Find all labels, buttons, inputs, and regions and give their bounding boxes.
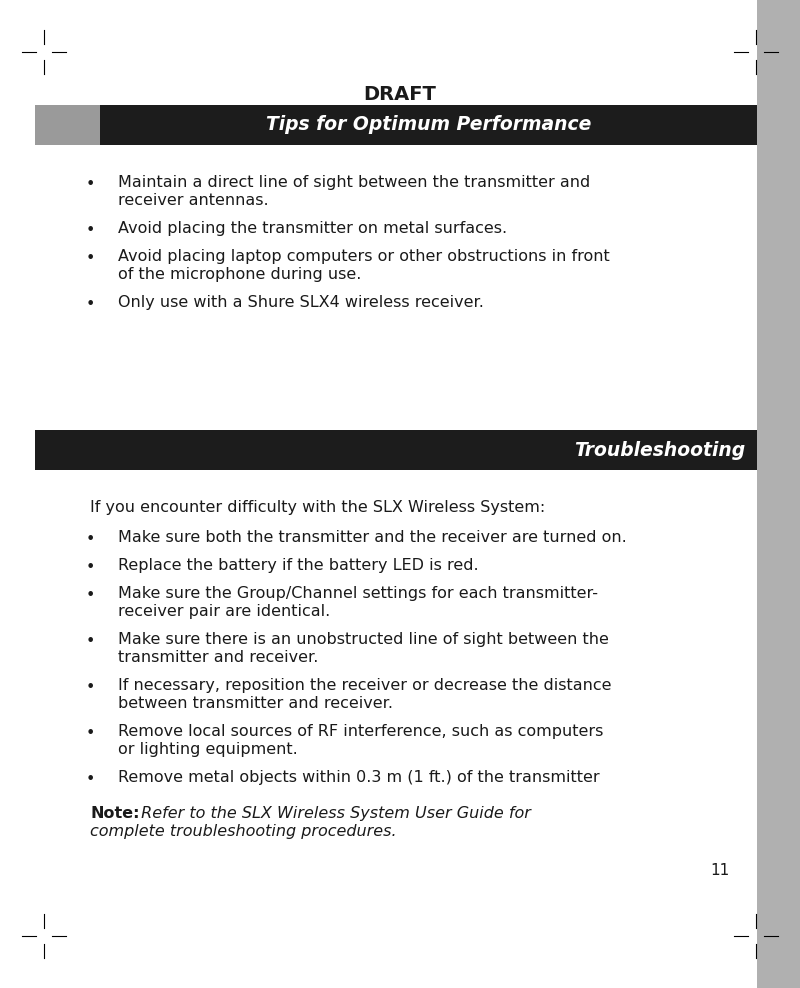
Text: complete troubleshooting procedures.: complete troubleshooting procedures. bbox=[90, 824, 397, 839]
Text: between transmitter and receiver.: between transmitter and receiver. bbox=[118, 696, 393, 711]
Text: Remove metal objects within 0.3 m (1 ft.) of the transmitter: Remove metal objects within 0.3 m (1 ft.… bbox=[118, 770, 600, 785]
FancyBboxPatch shape bbox=[757, 0, 800, 988]
Text: •: • bbox=[86, 223, 94, 238]
Text: Make sure there is an unobstructed line of sight between the: Make sure there is an unobstructed line … bbox=[118, 632, 609, 647]
Text: •: • bbox=[86, 726, 94, 741]
Text: receiver antennas.: receiver antennas. bbox=[118, 193, 269, 208]
Text: of the microphone during use.: of the microphone during use. bbox=[118, 267, 362, 282]
Text: Refer to the SLX Wireless System User Guide for: Refer to the SLX Wireless System User Gu… bbox=[136, 806, 531, 821]
Text: •: • bbox=[86, 680, 94, 695]
Text: •: • bbox=[86, 634, 94, 649]
Text: Maintain a direct line of sight between the transmitter and: Maintain a direct line of sight between … bbox=[118, 175, 590, 190]
Text: Only use with a Shure SLX4 wireless receiver.: Only use with a Shure SLX4 wireless rece… bbox=[118, 295, 484, 310]
Text: •: • bbox=[86, 297, 94, 312]
Text: •: • bbox=[86, 772, 94, 787]
Text: Tips for Optimum Performance: Tips for Optimum Performance bbox=[266, 116, 591, 134]
Text: DRAFT: DRAFT bbox=[363, 86, 437, 105]
Text: receiver pair are identical.: receiver pair are identical. bbox=[118, 604, 330, 619]
Text: Avoid placing the transmitter on metal surfaces.: Avoid placing the transmitter on metal s… bbox=[118, 221, 507, 236]
Text: or lighting equipment.: or lighting equipment. bbox=[118, 742, 298, 757]
Text: If you encounter difficulty with the SLX Wireless System:: If you encounter difficulty with the SLX… bbox=[90, 500, 546, 515]
Text: Replace the battery if the battery LED is red.: Replace the battery if the battery LED i… bbox=[118, 558, 478, 573]
Text: Note:: Note: bbox=[90, 806, 139, 821]
Text: •: • bbox=[86, 560, 94, 575]
FancyBboxPatch shape bbox=[35, 430, 757, 470]
Text: Troubleshooting: Troubleshooting bbox=[574, 441, 745, 459]
FancyBboxPatch shape bbox=[100, 105, 757, 145]
FancyBboxPatch shape bbox=[35, 105, 100, 145]
Text: •: • bbox=[86, 177, 94, 192]
Text: Make sure the Group/Channel settings for each transmitter-: Make sure the Group/Channel settings for… bbox=[118, 586, 598, 601]
Text: •: • bbox=[86, 588, 94, 603]
Text: •: • bbox=[86, 532, 94, 547]
Text: 11: 11 bbox=[710, 863, 730, 877]
Text: If necessary, reposition the receiver or decrease the distance: If necessary, reposition the receiver or… bbox=[118, 678, 611, 693]
Text: transmitter and receiver.: transmitter and receiver. bbox=[118, 650, 318, 665]
Text: •: • bbox=[86, 251, 94, 266]
Text: Avoid placing laptop computers or other obstructions in front: Avoid placing laptop computers or other … bbox=[118, 249, 610, 264]
Text: Remove local sources of RF interference, such as computers: Remove local sources of RF interference,… bbox=[118, 724, 603, 739]
Text: Make sure both the transmitter and the receiver are turned on.: Make sure both the transmitter and the r… bbox=[118, 530, 626, 545]
